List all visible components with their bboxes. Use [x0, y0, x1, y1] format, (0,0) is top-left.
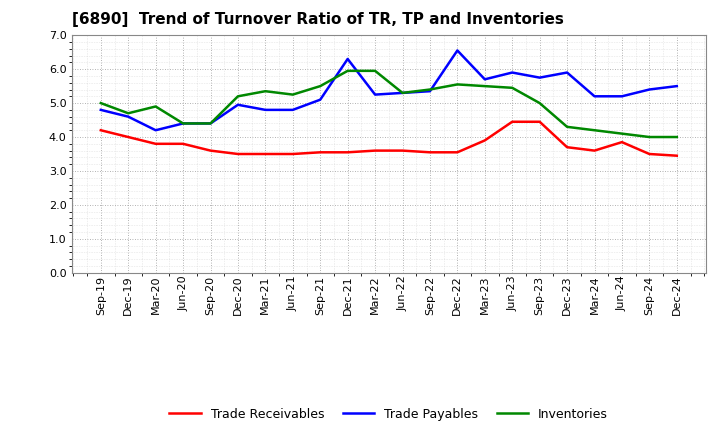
Trade Receivables: [563, 145, 572, 150]
Line: Trade Receivables: Trade Receivables: [101, 122, 677, 156]
Inventories: [536, 100, 544, 106]
Trade Receivables: [480, 138, 489, 143]
Trade Payables: [96, 107, 105, 113]
Trade Payables: [343, 56, 352, 62]
Trade Receivables: [536, 119, 544, 125]
Trade Receivables: [261, 151, 270, 157]
Trade Payables: [590, 94, 599, 99]
Trade Payables: [672, 84, 681, 89]
Trade Receivables: [590, 148, 599, 153]
Inventories: [124, 110, 132, 116]
Inventories: [206, 121, 215, 126]
Trade Payables: [233, 102, 242, 107]
Trade Receivables: [426, 150, 434, 155]
Inventories: [645, 134, 654, 139]
Trade Receivables: [672, 153, 681, 158]
Inventories: [96, 100, 105, 106]
Trade Payables: [508, 70, 516, 75]
Trade Receivables: [453, 150, 462, 155]
Trade Receivables: [289, 151, 297, 157]
Trade Payables: [480, 77, 489, 82]
Inventories: [508, 85, 516, 91]
Line: Trade Payables: Trade Payables: [101, 51, 677, 130]
Inventories: [289, 92, 297, 97]
Trade Receivables: [206, 148, 215, 153]
Trade Payables: [563, 70, 572, 75]
Line: Inventories: Inventories: [101, 71, 677, 137]
Inventories: [179, 121, 187, 126]
Trade Payables: [151, 128, 160, 133]
Trade Receivables: [96, 128, 105, 133]
Trade Receivables: [316, 150, 325, 155]
Trade Payables: [316, 97, 325, 103]
Inventories: [371, 68, 379, 73]
Trade Receivables: [371, 148, 379, 153]
Inventories: [480, 84, 489, 89]
Inventories: [316, 84, 325, 89]
Trade Receivables: [508, 119, 516, 125]
Trade Payables: [645, 87, 654, 92]
Inventories: [618, 131, 626, 136]
Trade Payables: [371, 92, 379, 97]
Inventories: [398, 90, 407, 95]
Trade Receivables: [124, 134, 132, 139]
Trade Payables: [618, 94, 626, 99]
Trade Payables: [289, 107, 297, 113]
Inventories: [453, 82, 462, 87]
Inventories: [261, 88, 270, 94]
Inventories: [233, 94, 242, 99]
Trade Payables: [426, 88, 434, 94]
Trade Payables: [179, 121, 187, 126]
Trade Receivables: [645, 151, 654, 157]
Trade Payables: [206, 121, 215, 126]
Trade Payables: [261, 107, 270, 113]
Trade Payables: [398, 90, 407, 95]
Inventories: [563, 124, 572, 129]
Inventories: [590, 128, 599, 133]
Trade Receivables: [343, 150, 352, 155]
Text: [6890]  Trend of Turnover Ratio of TR, TP and Inventories: [6890] Trend of Turnover Ratio of TR, TP…: [72, 12, 564, 27]
Inventories: [672, 134, 681, 139]
Trade Payables: [453, 48, 462, 53]
Trade Payables: [536, 75, 544, 80]
Legend: Trade Receivables, Trade Payables, Inventories: Trade Receivables, Trade Payables, Inven…: [164, 403, 613, 425]
Trade Receivables: [398, 148, 407, 153]
Trade Payables: [124, 114, 132, 119]
Inventories: [343, 68, 352, 73]
Trade Receivables: [618, 139, 626, 145]
Trade Receivables: [151, 141, 160, 147]
Inventories: [426, 87, 434, 92]
Trade Receivables: [233, 151, 242, 157]
Inventories: [151, 104, 160, 109]
Trade Receivables: [179, 141, 187, 147]
